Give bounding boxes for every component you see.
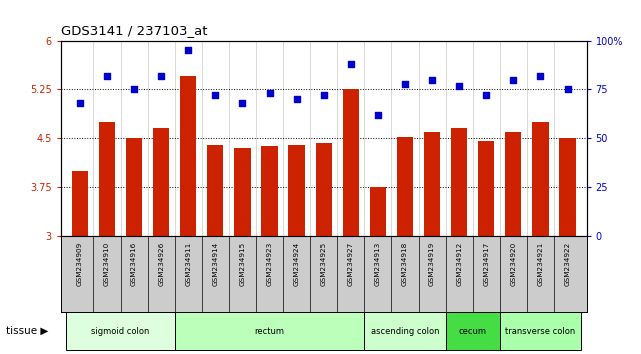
Text: tissue ▶: tissue ▶ — [6, 326, 49, 336]
Bar — [451, 129, 467, 236]
Text: GSM234915: GSM234915 — [240, 242, 246, 286]
Point — [508, 77, 519, 82]
Text: GSM234913: GSM234913 — [375, 242, 381, 286]
Text: GSM234919: GSM234919 — [429, 242, 435, 286]
Text: GDS3141 / 237103_at: GDS3141 / 237103_at — [61, 24, 208, 37]
Bar — [288, 145, 304, 236]
Bar — [66, 312, 175, 350]
Text: cecum: cecum — [459, 327, 487, 336]
Point — [535, 73, 545, 79]
Point — [129, 87, 139, 92]
Text: GSM234910: GSM234910 — [104, 242, 110, 286]
Point — [427, 77, 437, 82]
Text: GSM234917: GSM234917 — [483, 242, 489, 286]
Text: GSM234926: GSM234926 — [158, 242, 164, 286]
Bar — [445, 312, 500, 350]
Text: GSM234927: GSM234927 — [348, 242, 354, 286]
Bar — [370, 187, 386, 236]
Point — [345, 61, 356, 67]
Text: sigmoid colon: sigmoid colon — [91, 327, 150, 336]
Point — [481, 92, 492, 98]
Bar — [235, 148, 251, 236]
Bar — [397, 137, 413, 236]
Bar — [180, 76, 196, 236]
Text: transverse colon: transverse colon — [505, 327, 576, 336]
Text: GSM234914: GSM234914 — [212, 242, 219, 286]
Point — [156, 73, 166, 79]
Point — [183, 48, 194, 53]
Point — [319, 92, 329, 98]
Bar — [315, 143, 332, 236]
Point — [237, 100, 247, 106]
Text: GSM234925: GSM234925 — [320, 242, 327, 286]
Point — [102, 73, 112, 79]
Point — [373, 112, 383, 118]
Text: GSM234912: GSM234912 — [456, 242, 462, 286]
Bar — [153, 129, 169, 236]
Bar — [424, 132, 440, 236]
Bar — [560, 138, 576, 236]
Bar — [343, 90, 359, 236]
Text: GSM234911: GSM234911 — [185, 242, 191, 286]
Bar — [262, 146, 278, 236]
Point — [75, 100, 85, 106]
Bar — [72, 171, 88, 236]
Text: ascending colon: ascending colon — [370, 327, 439, 336]
Bar — [99, 122, 115, 236]
Bar — [532, 122, 549, 236]
Point — [400, 81, 410, 86]
Text: GSM234922: GSM234922 — [565, 242, 570, 286]
Point — [454, 83, 464, 88]
Text: GSM234916: GSM234916 — [131, 242, 137, 286]
Text: GSM234909: GSM234909 — [77, 242, 83, 286]
Point — [292, 96, 302, 102]
Text: GSM234918: GSM234918 — [402, 242, 408, 286]
Bar — [500, 312, 581, 350]
Bar — [175, 312, 364, 350]
Point — [210, 92, 221, 98]
Text: GSM234923: GSM234923 — [267, 242, 272, 286]
Text: GSM234920: GSM234920 — [510, 242, 517, 286]
Bar — [478, 141, 494, 236]
Point — [264, 91, 274, 96]
Text: GSM234921: GSM234921 — [537, 242, 544, 286]
Point — [562, 87, 572, 92]
Text: GSM234924: GSM234924 — [294, 242, 299, 286]
Bar — [207, 145, 224, 236]
Text: rectum: rectum — [254, 327, 285, 336]
Bar — [126, 138, 142, 236]
Bar — [505, 132, 522, 236]
Bar — [364, 312, 445, 350]
